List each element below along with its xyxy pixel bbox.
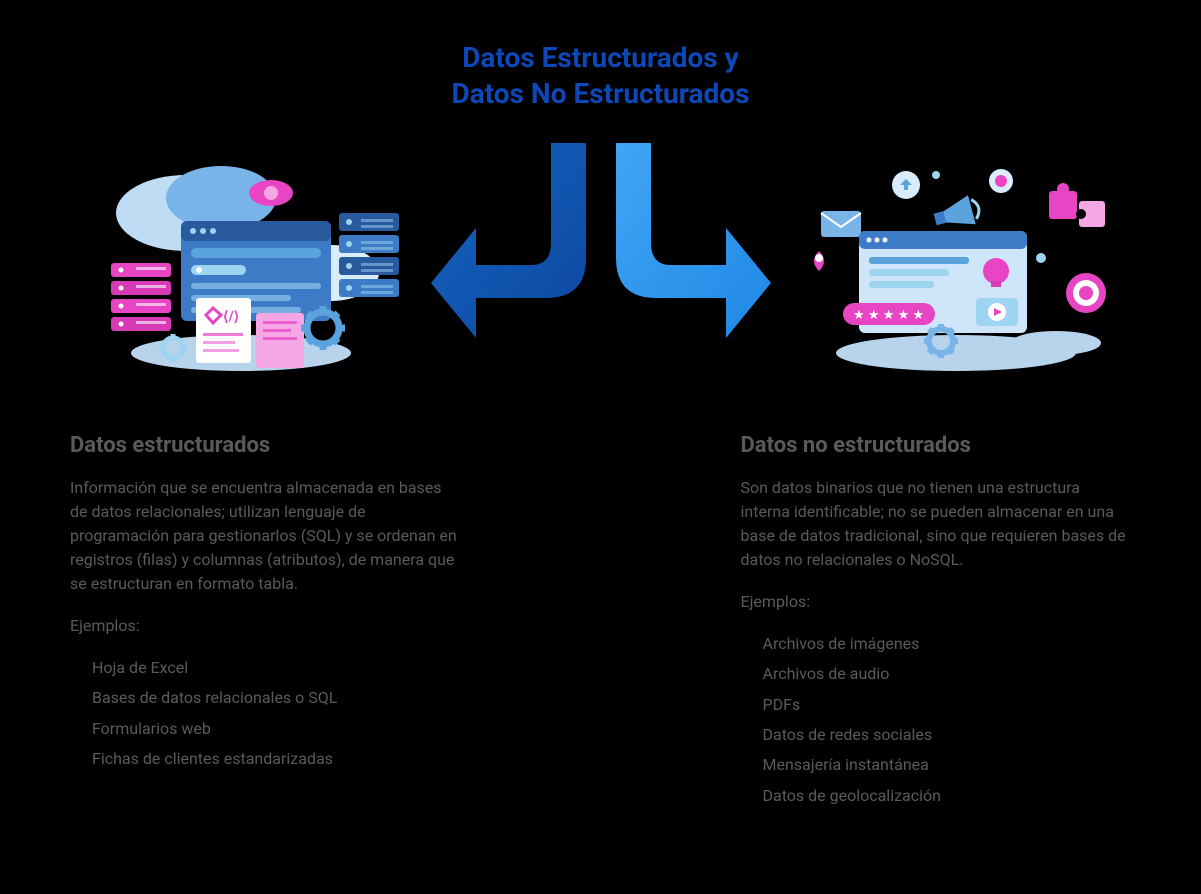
code-document-icon: ⟨/⟩	[196, 298, 251, 363]
list-item: PDFs	[763, 690, 1132, 720]
envelope-icon	[821, 211, 861, 237]
star-rating-icon: ★ ★ ★ ★ ★	[843, 303, 935, 325]
unstructured-examples-label: Ejemplos:	[741, 592, 1132, 611]
puzzle-icon	[1049, 183, 1105, 227]
title-line-1: Datos Estructurados y	[60, 40, 1141, 76]
list-item: Hoja de Excel	[92, 653, 461, 683]
unstructured-description: Son datos binarios que no tienen una est…	[741, 476, 1132, 572]
diagram-row: ⟨/⟩	[60, 143, 1141, 383]
title-line-2: Datos No Estructurados	[60, 76, 1141, 112]
heart-icon	[995, 175, 1007, 187]
svg-text:⟨/⟩: ⟨/⟩	[223, 309, 239, 325]
list-item: Archivos de audio	[763, 659, 1132, 689]
target-icon	[1066, 273, 1106, 313]
svg-text:★ ★ ★ ★ ★: ★ ★ ★ ★ ★	[853, 308, 924, 323]
split-arrows-icon	[431, 143, 771, 383]
unstructured-data-illustration: ★ ★ ★ ★ ★	[791, 143, 1111, 383]
list-item: Mensajería instantánea	[763, 750, 1132, 780]
list-item: Formularios web	[92, 714, 461, 744]
structured-column: Datos estructurados Información que se e…	[70, 433, 461, 811]
structured-examples-label: Ejemplos:	[70, 616, 461, 635]
structured-data-illustration: ⟨/⟩	[91, 143, 411, 383]
location-pin-icon	[814, 251, 824, 283]
list-item: Datos de redes sociales	[763, 720, 1132, 750]
content-row: Datos estructurados Información que se e…	[60, 433, 1141, 811]
list-item: Fichas de clientes estandarizadas	[92, 744, 461, 774]
main-title: Datos Estructurados y Datos No Estructur…	[60, 40, 1141, 113]
megaphone-icon	[931, 193, 982, 234]
list-item: Archivos de imágenes	[763, 629, 1132, 659]
server-stack-icon	[111, 263, 171, 331]
structured-heading: Datos estructurados	[70, 433, 461, 458]
unstructured-examples-list: Archivos de imágenes Archivos de audio P…	[741, 629, 1132, 811]
unstructured-heading: Datos no estructurados	[741, 433, 1132, 458]
list-item: Datos de geolocalización	[763, 781, 1132, 811]
structured-examples-list: Hoja de Excel Bases de datos relacionale…	[70, 653, 461, 775]
unstructured-column: Datos no estructurados Son datos binario…	[741, 433, 1132, 811]
list-item: Bases de datos relacionales o SQL	[92, 683, 461, 713]
structured-description: Información que se encuentra almacenada …	[70, 476, 461, 596]
